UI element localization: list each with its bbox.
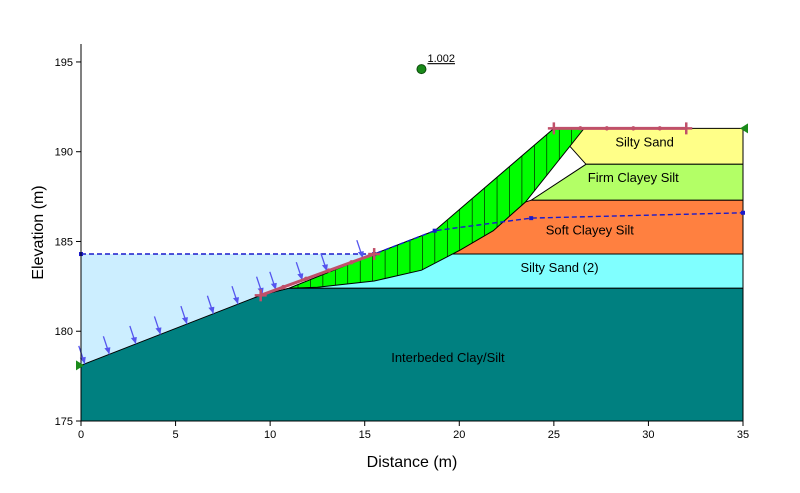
- pressure-arrow-head: [270, 282, 277, 290]
- x-tick-label: 25: [548, 429, 560, 441]
- phreatic-node: [741, 210, 745, 215]
- entry-range-node: [326, 268, 331, 273]
- entry-range-node: [349, 260, 354, 265]
- exit-range-node: [578, 126, 583, 131]
- exit-range-node: [657, 126, 662, 131]
- pressure-arrow-head: [321, 264, 328, 272]
- y-tick-label: 185: [55, 236, 73, 248]
- x-tick-label: 35: [737, 429, 749, 441]
- factor-of-safety-label: 1.002: [427, 53, 455, 65]
- layer-label-4: Interbeded Clay/Silt: [391, 350, 505, 365]
- exit-range-node: [604, 126, 610, 131]
- phreatic-node: [529, 216, 534, 221]
- slip-mass: [260, 127, 586, 296]
- boundary-markers: [76, 123, 748, 371]
- y-tick-label: 195: [55, 57, 73, 69]
- x-tick-label: 20: [453, 429, 465, 441]
- slip-center: 1.002: [416, 53, 455, 75]
- layer-labels: Silty Sand Firm Clayey Silt Soft Clayey Si…: [391, 134, 679, 364]
- y-tick-label: 175: [55, 416, 73, 428]
- pressure-arrow-head: [155, 327, 162, 335]
- left-boundary-marker-icon: [76, 360, 84, 371]
- x-tick-label: 10: [264, 429, 276, 441]
- pressure-arrow-head: [208, 306, 215, 314]
- entry-exit-ranges: [254, 122, 693, 302]
- layer-label-2: Soft Clayey Silt: [546, 222, 635, 237]
- layer-label-1: Firm Clayey Silt: [588, 170, 679, 185]
- phreatic-polyline: [81, 212, 744, 255]
- pressure-arrows: [78, 239, 364, 365]
- x-tick-label: 5: [173, 429, 179, 441]
- pressure-arrow-head: [181, 317, 188, 325]
- entry-range: [260, 252, 375, 297]
- water-region: [81, 254, 375, 366]
- pressure-arrow-head: [130, 336, 137, 344]
- pressure-arrow-head: [297, 273, 304, 281]
- right-boundary-marker-icon: [740, 123, 748, 134]
- x-tick-label: 0: [78, 429, 84, 441]
- y-tick-label: 180: [55, 326, 73, 338]
- slip-center-icon: [416, 64, 427, 75]
- x-tick-label: 15: [359, 429, 371, 441]
- layer-label-0: Silty Sand: [615, 134, 674, 149]
- y-axis-label: Elevation (m): [30, 185, 47, 279]
- pressure-arrow-head: [357, 251, 364, 259]
- pressure-arrow-head: [104, 347, 111, 355]
- entry-range-node: [281, 284, 286, 290]
- ponded-water: [81, 254, 375, 366]
- exit-range-node: [631, 126, 636, 131]
- entry-range-node: [303, 276, 309, 282]
- layer-label-3: Silty Sand (2): [521, 260, 599, 275]
- phreatic-node: [432, 228, 437, 233]
- y-tick-label: 190: [55, 147, 73, 159]
- x-tick-label: 30: [642, 429, 654, 441]
- pressure-arrow-head: [232, 297, 239, 305]
- axes: 0 5 10 15 20 25 30 35 175 180 185 190 195 Distance (m…: [30, 44, 749, 471]
- x-axis-label: Distance (m): [367, 454, 458, 471]
